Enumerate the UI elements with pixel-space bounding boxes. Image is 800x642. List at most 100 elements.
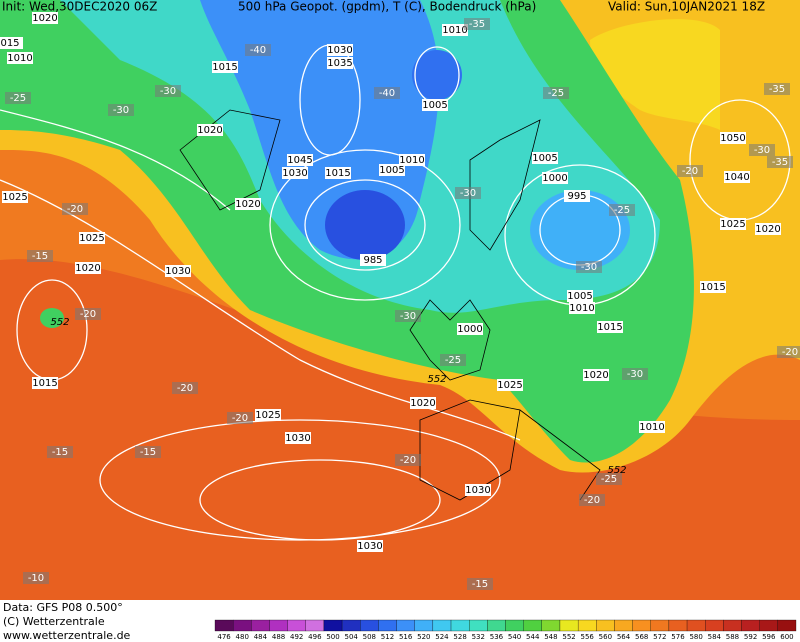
label-bg [285, 432, 311, 444]
contour-label: -25 [445, 355, 461, 366]
colorbar-swatch [269, 619, 288, 632]
contour-label: -25 [601, 474, 617, 485]
colorbar-swatch [396, 619, 415, 632]
contour-label: 1015 [212, 62, 237, 73]
colorbar-swatch [741, 619, 760, 632]
colorbar-swatch [723, 619, 742, 632]
contour-label: -20 [682, 166, 698, 177]
label-bg [108, 104, 134, 116]
contour-label: 1030 [285, 433, 310, 444]
label-bg [395, 454, 421, 466]
contour-label: 1020 [410, 398, 435, 409]
colorbar-swatch [632, 619, 651, 632]
contour-label: 995 [567, 191, 586, 202]
label-bg [0, 37, 23, 49]
contour-label: 1015 [325, 168, 350, 179]
valid-time: Valid: Sun,10JAN2021 18Z [608, 0, 765, 14]
label-bg [749, 144, 775, 156]
label-bg [2, 191, 28, 203]
label-bg [720, 218, 746, 230]
contour-label: 1025 [497, 380, 522, 391]
label-bg [282, 167, 308, 179]
colorbar-swatch [777, 619, 797, 632]
label-bg [442, 24, 468, 36]
contour-label: 1030 [282, 168, 307, 179]
field-dark-orange [0, 259, 800, 600]
colorbar-label: 588 [726, 633, 739, 641]
label-bg [622, 368, 648, 380]
label-bg [576, 261, 602, 273]
label-bg [410, 397, 436, 409]
label-bg [457, 323, 483, 335]
colorbar-swatch [759, 619, 778, 632]
contour-label: 1045 [287, 155, 312, 166]
contour-label: 1030 [165, 266, 190, 277]
label-bg [724, 171, 750, 183]
label-bg [79, 232, 105, 244]
colorbar-swatch [450, 619, 470, 632]
colorbar-swatch [596, 619, 615, 632]
copyright: (C) Wetterzentrale [3, 615, 105, 628]
label-bg [62, 203, 88, 215]
label-bg [399, 154, 425, 166]
label-bg [155, 85, 181, 97]
colorbar-label: 544 [526, 633, 540, 641]
height-label: 552 [607, 465, 626, 476]
label-bg [235, 198, 261, 210]
colorbar-label: 520 [417, 633, 430, 641]
contour-label: 1030 [357, 541, 382, 552]
colorbar-label: 556 [581, 633, 595, 641]
colorbar-swatch [360, 619, 379, 632]
contour-label: -35 [772, 157, 788, 168]
label-bg [165, 265, 191, 277]
label-bg [379, 164, 405, 176]
label-bg [395, 310, 421, 322]
contour-label: 1020 [75, 263, 100, 274]
colorbar-swatch [705, 619, 724, 632]
contour-label: -15 [32, 251, 48, 262]
colorbar-swatch [214, 619, 234, 632]
contour-label: -30 [754, 145, 770, 156]
label-bg [579, 494, 605, 506]
contour-label: 1010 [7, 53, 32, 64]
init-time: Init: Wed,30DEC2020 06Z [2, 0, 157, 14]
contour-label: -15 [140, 447, 156, 458]
colorbar-label: 528 [453, 633, 466, 641]
label-bg [32, 12, 58, 24]
contour-label: -10 [28, 573, 44, 584]
colorbar-label: 596 [762, 633, 776, 641]
label-bg [325, 167, 351, 179]
label-bg [357, 540, 383, 552]
contour-label: 1030 [327, 45, 352, 56]
colorbar-swatch [251, 619, 270, 632]
colorbar-swatch [559, 619, 579, 632]
label-bg [32, 377, 58, 389]
contour-label: 1025 [2, 192, 27, 203]
colorbar-swatch [541, 619, 561, 632]
label-bg [677, 165, 703, 177]
contour-label: 1020 [235, 199, 260, 210]
colorbar-swatch [686, 619, 706, 632]
contour-label: -15 [472, 579, 488, 590]
colorbar-label: 500 [326, 633, 339, 641]
field-yellow-east [590, 19, 720, 131]
contour-label: -35 [769, 84, 785, 95]
colorbar-label: 580 [689, 633, 702, 641]
colorbar-label: 560 [599, 633, 612, 641]
contour-label: -25 [614, 205, 630, 216]
colorbar-swatch [523, 619, 542, 632]
colorbar-swatch [233, 619, 252, 632]
contour-label: -20 [400, 455, 416, 466]
colorbar-label: 508 [363, 633, 376, 641]
label-bg [767, 156, 793, 168]
label-bg [639, 421, 665, 433]
contour-label: -30 [627, 369, 643, 380]
contour-label: -20 [80, 309, 96, 320]
field-cutoff [40, 308, 64, 328]
contour-label: -25 [548, 88, 564, 99]
label-bg [422, 99, 448, 111]
contour-label: 1005 [532, 153, 557, 164]
colorbar-label: 572 [653, 633, 666, 641]
label-bg [172, 382, 198, 394]
label-bg [567, 290, 593, 302]
